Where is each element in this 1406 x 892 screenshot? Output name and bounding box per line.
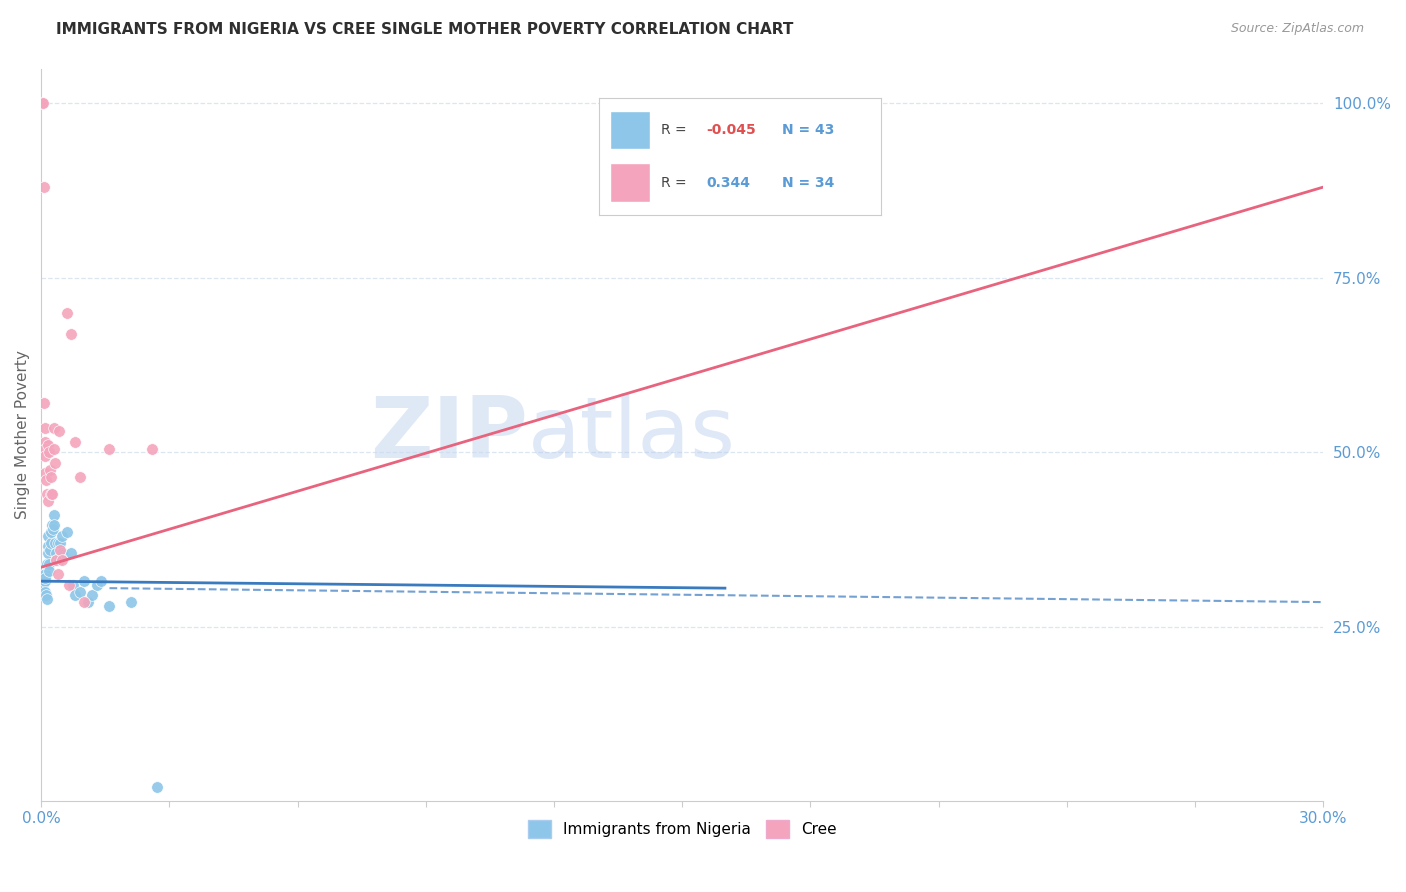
Point <box>44 456 66 470</box>
Point <box>41 522 63 536</box>
Point <box>65 434 87 449</box>
Point <box>49 542 72 557</box>
Point <box>37 539 59 553</box>
Point <box>42 421 65 435</box>
Text: Source: ZipAtlas.com: Source: ZipAtlas.com <box>1230 22 1364 36</box>
Point <box>32 577 55 591</box>
Point <box>120 595 142 609</box>
Point <box>38 445 60 459</box>
Point <box>45 553 67 567</box>
Point <box>60 326 83 341</box>
Point <box>41 518 63 533</box>
Point <box>60 546 83 560</box>
Point <box>46 567 69 582</box>
Point <box>69 469 91 483</box>
Point <box>32 588 55 602</box>
Point <box>51 553 73 567</box>
Point <box>98 599 121 613</box>
Point <box>98 442 121 456</box>
Point <box>69 584 91 599</box>
Point <box>34 571 56 585</box>
Point <box>44 536 66 550</box>
Point <box>51 529 73 543</box>
Point <box>34 567 56 582</box>
Text: atlas: atlas <box>529 393 737 476</box>
Point <box>86 577 108 591</box>
Point <box>32 180 55 194</box>
Text: ZIP: ZIP <box>371 393 529 476</box>
Point <box>35 588 58 602</box>
Point <box>41 487 63 501</box>
Point <box>39 487 62 501</box>
Point <box>37 438 59 452</box>
Point <box>34 584 56 599</box>
Point <box>31 581 53 595</box>
Point <box>45 546 67 560</box>
Point <box>48 553 70 567</box>
Point <box>38 557 60 571</box>
Point <box>141 442 163 456</box>
Point <box>46 536 69 550</box>
Point <box>37 494 59 508</box>
Point <box>34 449 56 463</box>
Point <box>35 473 58 487</box>
Point <box>35 487 58 501</box>
Legend: Immigrants from Nigeria, Cree: Immigrants from Nigeria, Cree <box>522 814 842 845</box>
Point <box>55 305 77 319</box>
Point <box>34 574 56 589</box>
Point <box>38 564 60 578</box>
Point <box>48 424 70 438</box>
Point <box>34 434 56 449</box>
Point <box>65 588 87 602</box>
Point <box>39 469 62 483</box>
Point <box>73 595 96 609</box>
Point <box>34 421 56 435</box>
Point <box>55 525 77 540</box>
Y-axis label: Single Mother Poverty: Single Mother Poverty <box>15 351 30 519</box>
Point <box>145 780 167 794</box>
Point <box>32 396 55 410</box>
Point <box>42 442 65 456</box>
Point <box>73 574 96 589</box>
Point <box>82 588 104 602</box>
Point <box>38 462 60 476</box>
Point <box>49 536 72 550</box>
Point <box>37 529 59 543</box>
Point <box>39 525 62 540</box>
Point <box>38 542 60 557</box>
Point <box>62 577 84 591</box>
Point <box>39 536 62 550</box>
Point <box>58 577 80 591</box>
Point <box>42 508 65 522</box>
Point <box>34 442 56 456</box>
Point <box>51 546 73 560</box>
Point <box>32 96 55 111</box>
Point <box>90 574 112 589</box>
Text: IMMIGRANTS FROM NIGERIA VS CREE SINGLE MOTHER POVERTY CORRELATION CHART: IMMIGRANTS FROM NIGERIA VS CREE SINGLE M… <box>56 22 793 37</box>
Point <box>37 546 59 560</box>
Point <box>45 553 67 567</box>
Point <box>35 591 58 606</box>
Point <box>35 557 58 571</box>
Point <box>31 96 53 111</box>
Point <box>34 466 56 480</box>
Point <box>42 518 65 533</box>
Point <box>77 595 100 609</box>
